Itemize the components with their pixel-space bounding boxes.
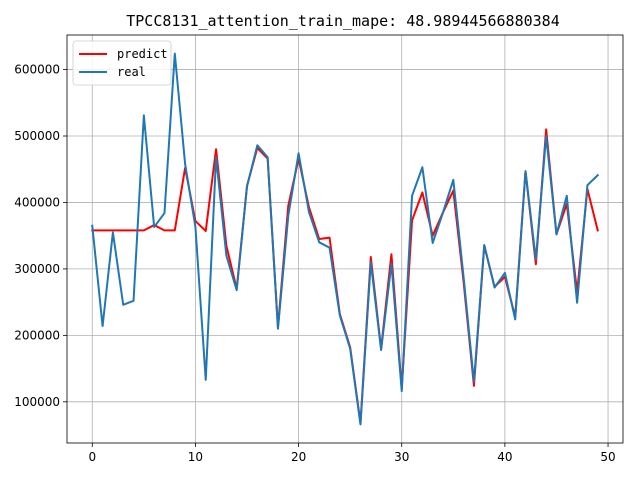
legend-label-real: real bbox=[117, 65, 146, 79]
y-tick-label: 100000 bbox=[14, 395, 60, 409]
legend-box bbox=[72, 40, 172, 86]
y-axis: 100000 200000 300000 400000 500000 600000 bbox=[14, 63, 67, 409]
chart-title: TPCC8131_attention_train_mape: 48.989445… bbox=[126, 12, 559, 30]
x-tick-label: 40 bbox=[497, 450, 512, 464]
x-axis: 0 10 20 30 40 50 bbox=[88, 443, 616, 464]
x-tick-label: 10 bbox=[188, 450, 203, 464]
x-tick-label: 30 bbox=[394, 450, 409, 464]
series-layer bbox=[91, 52, 600, 426]
x-tick-label: 50 bbox=[600, 450, 615, 464]
x-tick-label: 0 bbox=[88, 450, 96, 464]
y-tick-label: 500000 bbox=[14, 129, 60, 143]
y-tick-label: 300000 bbox=[14, 262, 60, 276]
y-tick-label: 600000 bbox=[14, 63, 60, 77]
y-tick-label: 200000 bbox=[14, 328, 60, 342]
legend: predict real bbox=[72, 40, 172, 86]
series-line-real bbox=[91, 52, 600, 426]
plot-frame bbox=[66, 34, 624, 444]
legend-label-predict: predict bbox=[117, 47, 168, 61]
x-tick-label: 20 bbox=[291, 450, 306, 464]
y-tick-label: 400000 bbox=[14, 195, 60, 209]
